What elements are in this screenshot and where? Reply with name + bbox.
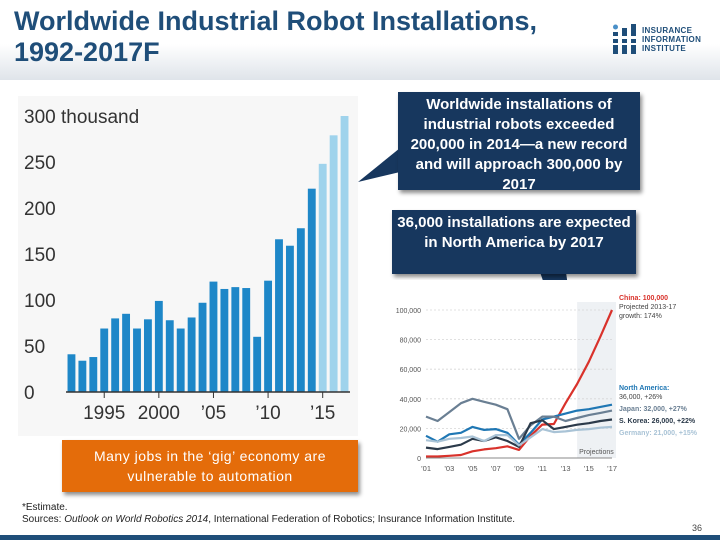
bar-2010 [264, 280, 273, 392]
bar-2015 [318, 163, 327, 392]
bar-1992 [67, 354, 76, 392]
footnote: *Estimate. Sources: Outlook on World Rob… [22, 502, 515, 526]
logo-line-1: INSURANCE [642, 26, 693, 35]
bar-1999 [143, 319, 152, 392]
x-tick-label: ’11 [538, 464, 547, 473]
series-label-north_america: North America: [619, 385, 669, 392]
series-label-s_korea: S. Korea: 26,000, +22% [619, 418, 696, 425]
logo-line-3: INSTITUTE [642, 44, 687, 53]
x-tick-label: ’07 [491, 464, 501, 473]
y-tick-label: 20,000 [400, 426, 422, 433]
slide-title: Worldwide Industrial Robot Installations… [14, 6, 538, 67]
iii-logo-text: INSURANCE INFORMATION INSTITUTE [642, 26, 701, 53]
callout-north-america: 36,000 installations are expected in Nor… [392, 210, 636, 274]
projections-label: Projections [579, 449, 614, 456]
series-label-north_america: 36,000, +26% [619, 394, 662, 401]
y-tick-label: 150 [24, 245, 56, 266]
header-band: Worldwide Industrial Robot Installations… [0, 0, 720, 80]
x-tick-label: ’15 [584, 464, 594, 473]
bar-chart-installations: 300 thousand 250 200 150 100 50 0 1995 2000 ’05 ’1… [18, 96, 358, 436]
series-line-s_korea [425, 418, 613, 451]
iii-logo: INSURANCE INFORMATION INSTITUTE [612, 22, 716, 62]
bar-2003 [187, 317, 196, 392]
y-tick-label: 60,000 [400, 367, 422, 374]
bar-2000 [154, 300, 163, 392]
bar-2006 [220, 288, 229, 392]
line-chart-by-region: 100,000 80,000 60,000 40,000 20,000 0 Projecti… [380, 280, 720, 482]
callout-worldwide-record: Worldwide installations of industrial ro… [398, 92, 640, 193]
x-tick-label: ’15 [310, 403, 335, 424]
bar-1993 [78, 360, 87, 392]
x-tick-label: 2000 [138, 403, 180, 424]
bar-2008 [242, 288, 251, 392]
bar-2017 [340, 116, 349, 392]
series-label-china: China: 100,000 [619, 295, 668, 302]
x-tick-label: ’10 [255, 403, 280, 424]
bar-2014 [307, 188, 316, 392]
x-tick-label: ’01 [421, 464, 431, 473]
footnote-sources: Sources: Outlook on World Robotics 2014,… [22, 514, 515, 526]
bar-2011 [275, 239, 283, 392]
bar-2009 [253, 336, 262, 392]
bar-1996 [111, 318, 120, 392]
y-tick-label: 0 [24, 383, 35, 404]
footer-bar [0, 535, 720, 540]
y-tick-label: 40,000 [400, 397, 422, 404]
projections-shading [577, 302, 616, 458]
y-tick-label: 300 thousand [24, 107, 139, 128]
bar-2012 [285, 245, 294, 392]
sources-rest: , International Federation of Robotics; … [208, 514, 516, 525]
bar-1998 [133, 328, 141, 392]
bar-2002 [176, 328, 185, 392]
bar-2007 [231, 287, 240, 392]
x-tick-label: ’05 [201, 403, 226, 424]
y-tick-label: 80,000 [400, 338, 422, 345]
x-tick-label: ’17 [607, 464, 617, 473]
series-label-japan: Japan: 32,000, +27% [619, 406, 688, 413]
gig-economy-callout: Many jobs in the ‘gig’ economy are vulne… [62, 440, 358, 492]
bar-2004 [198, 302, 207, 392]
bar-2013 [296, 228, 305, 392]
series-label-germany: Germany: 21,000, +15% [619, 430, 698, 437]
sources-prefix: Sources: [22, 514, 65, 525]
iii-logo-icon [612, 24, 638, 54]
y-tick-label: 200 [24, 199, 56, 220]
series-line-japan [425, 397, 613, 440]
y-tick-label: 0 [417, 456, 421, 463]
series-line-germany [425, 425, 613, 447]
bar-2001 [165, 320, 174, 392]
bar-2005 [209, 281, 218, 392]
y-tick-label: 50 [24, 337, 45, 358]
bar-1994 [89, 357, 98, 392]
bar-1995 [100, 328, 109, 392]
x-tick-label: ’13 [560, 464, 570, 473]
series-label-china: Projected 2013-17 [619, 304, 676, 311]
y-tick-label: 250 [24, 153, 56, 174]
page-number: 36 [692, 523, 703, 533]
series-label-china: growth: 174% [619, 313, 662, 320]
footnote-estimate: *Estimate. [22, 502, 68, 513]
x-tick-label: ’03 [444, 464, 454, 473]
x-tick-label: ’09 [514, 464, 524, 473]
y-tick-label: 100 [24, 291, 56, 312]
y-tick-label: 100,000 [396, 308, 421, 315]
x-tick-label: ’05 [467, 464, 477, 473]
bar-1997 [122, 313, 131, 392]
logo-line-2: INFORMATION [642, 35, 702, 44]
x-tick-label: 1995 [83, 403, 125, 424]
series-line-china [426, 309, 614, 458]
bar-2016 [329, 135, 338, 392]
sources-italic: Outlook on World Robotics 2014 [64, 514, 209, 525]
callout-1-pointer [358, 148, 400, 182]
